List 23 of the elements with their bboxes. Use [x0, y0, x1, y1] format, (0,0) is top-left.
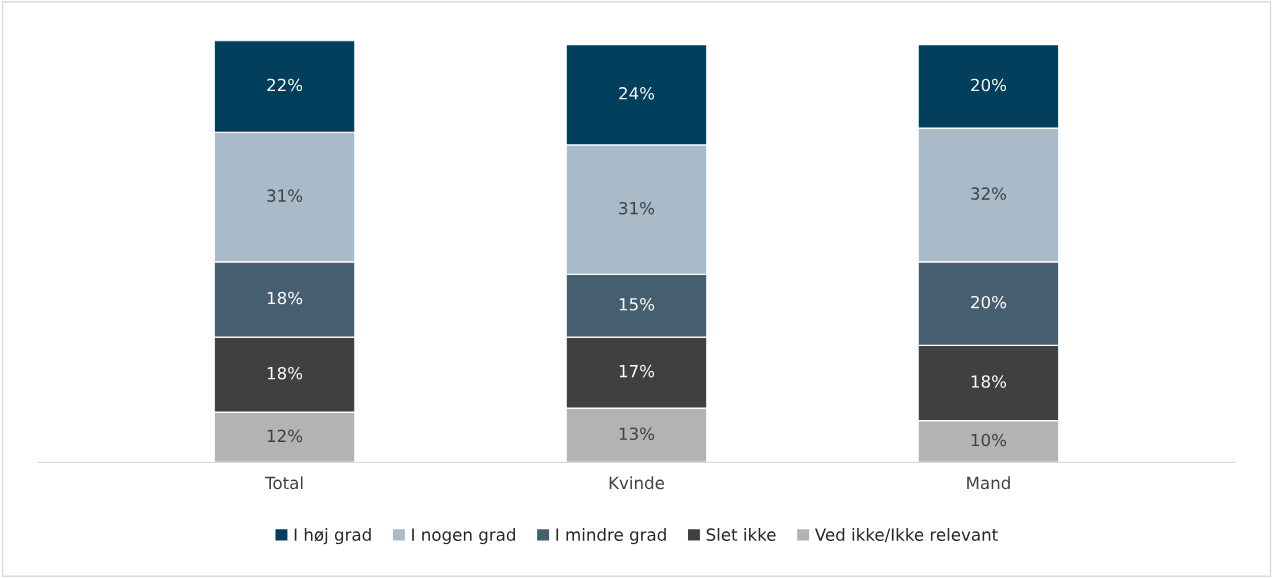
x-tick-label: Total	[265, 476, 303, 490]
data-label: 32%	[971, 187, 1007, 200]
data-label: 18%	[267, 291, 303, 305]
data-label: 12%	[267, 429, 303, 443]
data-label: 31%	[619, 201, 655, 215]
data-label: 18%	[971, 375, 1007, 388]
data-label: 20%	[971, 78, 1007, 92]
data-label: 24%	[619, 87, 655, 100]
x-tick-label: Kvinde	[609, 476, 665, 490]
legend-label: I nogen grad	[412, 528, 515, 545]
data-label: 15%	[619, 297, 655, 311]
data-label: 17%	[619, 364, 655, 378]
data-label: 13%	[619, 427, 655, 441]
legend-label: Ved ikke/Ikke relevant	[814, 528, 998, 543]
x-tick-label: Mand	[967, 476, 1010, 490]
legend-label: I mindre grad	[556, 528, 666, 545]
data-label: 31%	[267, 189, 303, 202]
legend-label: Slet ikke	[706, 528, 776, 541]
legend-label: I høj grad	[294, 528, 371, 545]
data-label: 22%	[267, 78, 303, 92]
data-label: 20%	[971, 295, 1007, 309]
data-label: 18%	[267, 366, 303, 380]
data-label: 10%	[971, 433, 1007, 447]
